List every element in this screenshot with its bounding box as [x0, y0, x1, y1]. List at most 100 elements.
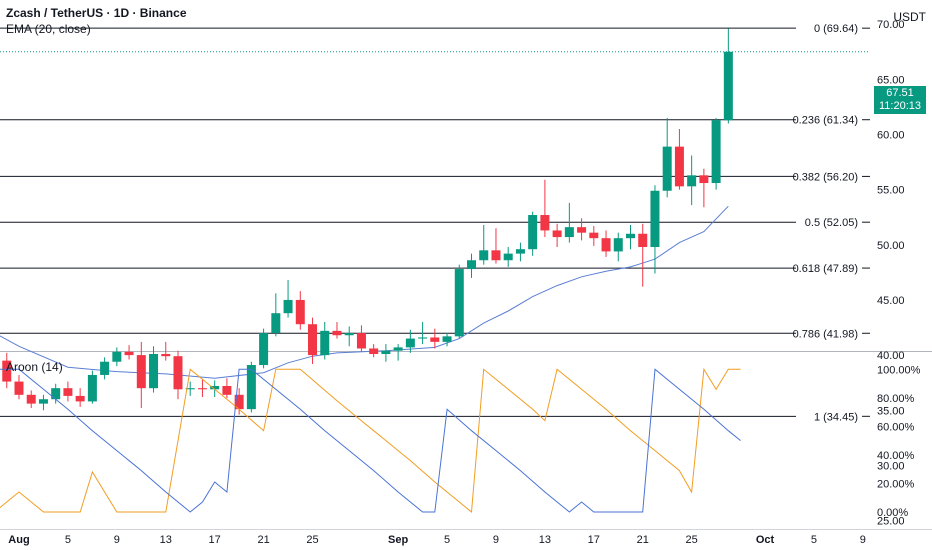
- candle-body: [442, 336, 452, 342]
- price-axis-tick-label: 55.00: [877, 185, 905, 197]
- candle-body: [577, 227, 587, 233]
- candle-body: [589, 232, 599, 239]
- candle-body: [479, 250, 489, 261]
- candle-body: [100, 361, 110, 375]
- time-axis-tick-label: 17: [209, 534, 221, 546]
- price-axis-tick-label: 50.00: [877, 240, 905, 252]
- time-axis-tick-label: 21: [637, 534, 649, 546]
- candle-body: [369, 348, 379, 354]
- symbol-title[interactable]: Zcash / TetherUS · 1D · Binance: [6, 6, 187, 20]
- fib-level-label: 1 (34.45): [814, 411, 858, 423]
- candle-body: [14, 381, 24, 395]
- candle-body: [222, 385, 232, 395]
- candle-body: [613, 238, 623, 252]
- candle-body: [503, 253, 513, 261]
- time-axis-tick-label: 25: [306, 534, 318, 546]
- candle-body: [283, 299, 293, 314]
- candle-body: [271, 313, 281, 334]
- last-price-tag: 67.51: [874, 86, 926, 101]
- ema-indicator-label[interactable]: EMA (20, close): [6, 22, 91, 36]
- aroon-axis-tick-label: 80.00%: [877, 393, 915, 405]
- countdown-tag: 11:20:13: [874, 99, 926, 114]
- candle-body: [564, 227, 574, 238]
- candle-body: [149, 353, 159, 389]
- candle-body: [87, 374, 97, 402]
- candle-body: [674, 146, 684, 187]
- candle-body: [626, 233, 635, 239]
- aroon-axis-tick-label: 60.00%: [877, 421, 915, 433]
- aroon-down-line: [0, 368, 741, 513]
- candle-body: [540, 215, 550, 231]
- candle-body: [467, 260, 477, 270]
- candle-body: [51, 388, 61, 400]
- candle-body: [405, 338, 415, 348]
- candle-body: [723, 51, 733, 121]
- candle-body: [699, 175, 709, 184]
- aroon-indicator-label[interactable]: Aroon (14): [6, 360, 63, 374]
- aroon-up-line: [0, 367, 741, 513]
- time-axis-tick-label: 5: [811, 534, 817, 546]
- candle-body: [430, 337, 440, 342]
- candle-body: [63, 388, 73, 396]
- fib-level-label: 0.786 (41.98): [793, 328, 858, 340]
- candle-body: [136, 355, 146, 389]
- fib-level-label: 0.382 (56.20): [793, 171, 858, 183]
- price-axis-tick-label: 30.00: [877, 460, 905, 472]
- candle-body: [393, 347, 403, 351]
- time-axis-tick-label: 25: [686, 534, 698, 546]
- price-axis-tick-label: 70.00: [877, 19, 905, 31]
- fib-level-label: 0 (69.64): [814, 23, 858, 35]
- time-axis-tick-label: 9: [114, 534, 120, 546]
- candle-body: [332, 330, 342, 336]
- fib-level-label: 0.618 (47.89): [793, 263, 858, 275]
- candle-body: [381, 350, 391, 354]
- candle-body: [173, 356, 183, 390]
- time-axis-tick-label: 13: [539, 534, 551, 546]
- time-axis-tick-label: 13: [160, 534, 172, 546]
- candle-body: [344, 333, 354, 336]
- candle-body: [491, 250, 501, 261]
- candle-body: [197, 388, 207, 390]
- candle-body: [454, 269, 464, 337]
- candle-body: [246, 365, 256, 410]
- candle-body: [662, 146, 672, 191]
- candle-body: [2, 360, 12, 382]
- candle-body: [185, 388, 195, 390]
- candle-body: [38, 399, 48, 404]
- ema-line: [0, 205, 729, 379]
- candle-body: [210, 385, 220, 390]
- candle-body: [234, 394, 244, 410]
- candle-body: [26, 394, 36, 404]
- aroon-axis-tick-label: 0.00%: [877, 507, 908, 519]
- candle-body: [552, 230, 562, 238]
- time-axis-tick-label: 5: [65, 534, 71, 546]
- currency-label: USDT: [893, 10, 926, 24]
- candle-body: [356, 333, 366, 349]
- price-axis-tick-label: 40.00: [877, 350, 905, 362]
- price-axis-tick-label: 25.00: [877, 516, 905, 528]
- time-axis-tick-label: Oct: [756, 534, 775, 546]
- candle-body: [650, 190, 660, 248]
- candle-body: [75, 395, 85, 402]
- price-axis-tick-label: 60.00: [877, 130, 905, 142]
- time-axis-tick-label: Sep: [388, 534, 408, 546]
- candles-group: [2, 28, 733, 415]
- candle-body: [295, 299, 305, 325]
- candle-body: [687, 175, 697, 187]
- time-axis-tick-label: 21: [257, 534, 269, 546]
- price-axis-tick-label: 65.00: [877, 74, 905, 86]
- candle-body: [638, 233, 648, 248]
- time-axis-tick-label: Aug: [8, 534, 29, 546]
- time-axis-tick-label: 5: [444, 534, 450, 546]
- aroon-axis-tick-label: 100.00%: [877, 364, 921, 376]
- candle-body: [320, 330, 330, 356]
- candle-body: [515, 249, 525, 254]
- aroon-axis-tick-label: 40.00%: [877, 450, 915, 462]
- time-axis-tick-label: 9: [860, 534, 866, 546]
- aroon-axis-tick-label: 20.00%: [877, 478, 915, 490]
- time-axis-tick-label: 17: [588, 534, 600, 546]
- fib-level-label: 0.5 (52.05): [805, 217, 858, 229]
- candle-body: [711, 120, 721, 184]
- price-axis-tick-label: 45.00: [877, 295, 905, 307]
